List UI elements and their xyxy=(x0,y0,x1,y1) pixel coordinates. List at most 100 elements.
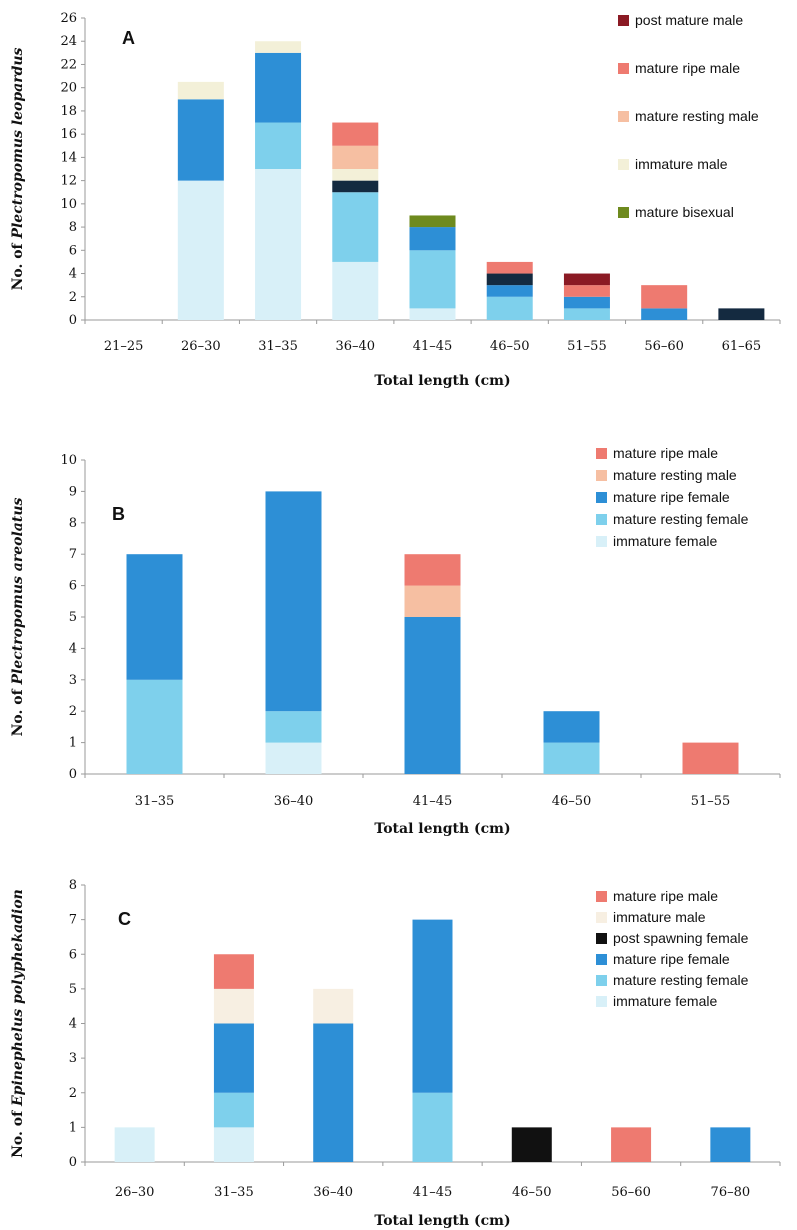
x-tick-label: 31–35 xyxy=(135,794,175,809)
legend-swatch xyxy=(618,15,629,26)
legend-swatch xyxy=(596,975,607,986)
y-tick-label: 2 xyxy=(69,1086,77,1101)
x-tick-label: 51–55 xyxy=(567,339,607,354)
legend-label: mature resting female xyxy=(613,511,749,527)
legend-swatch xyxy=(618,63,629,74)
bar-segment-mature-ripe-female xyxy=(177,99,224,181)
y-axis-label-species: Plectropomus areolatus xyxy=(10,497,26,685)
bar-segment-mature-ripe-female xyxy=(563,296,610,309)
bar-segment-immature-female xyxy=(114,1127,155,1162)
legend-swatch xyxy=(596,933,607,944)
bar-segment-mature-bisexual xyxy=(409,215,456,228)
y-tick-label: 26 xyxy=(60,11,77,26)
bar-segment-mature-ripe-female xyxy=(255,52,302,123)
x-tick-label: 51–55 xyxy=(691,794,731,809)
legend-label: mature ripe female xyxy=(613,489,730,505)
bar-segment-immature-male xyxy=(313,988,354,1024)
y-tick-label: 6 xyxy=(69,947,77,962)
legend-label: immature female xyxy=(613,533,717,549)
legend-swatch xyxy=(596,891,607,902)
y-tick-label: 3 xyxy=(69,673,77,688)
y-tick-label: 24 xyxy=(60,34,77,49)
y-axis-label: No. of Plectropomus areolatus xyxy=(10,497,26,736)
bar-segment-immature-male xyxy=(255,41,302,53)
x-tick-label: 56–60 xyxy=(611,1185,651,1200)
legend-swatch xyxy=(596,996,607,1007)
bar-segment-mature-resting-female xyxy=(563,308,610,320)
legend-swatch xyxy=(596,954,607,965)
bar-segment-mature-ripe-female xyxy=(313,1023,354,1162)
y-tick-label: 16 xyxy=(60,127,77,142)
bar-segment-mature-ripe-female xyxy=(641,308,688,320)
bar-segment-mature-ripe-female xyxy=(412,919,453,1093)
chart-panel-c: 0 1 2 3 4 5 6 7 8 26–30 31–35 36–40 41–45 46–50 56–60 7… xyxy=(10,878,781,1229)
bar-segment-post-spawning-female xyxy=(718,308,765,320)
bar-segment-mature-ripe-male xyxy=(213,954,254,989)
bar-segment-mature-ripe-male xyxy=(332,122,379,146)
bar-segment-mature-resting-male xyxy=(332,145,379,169)
x-tick-label: 41–45 xyxy=(413,1185,453,1200)
bar-segment-immature-female xyxy=(177,180,224,320)
bar-segment-post-spawning-female xyxy=(511,1127,552,1162)
legend-label: immature female xyxy=(613,993,717,1009)
x-tick-label: 31–35 xyxy=(258,339,298,354)
y-tick-label: 4 xyxy=(69,1017,77,1032)
x-tick-label: 36–40 xyxy=(335,339,375,354)
legend-swatch xyxy=(618,159,629,170)
bar-segment-mature-resting-female xyxy=(412,1092,453,1162)
y-tick-label: 4 xyxy=(69,267,77,282)
bar-segment-post-spawning-female xyxy=(486,273,533,286)
y-tick-label: 12 xyxy=(60,174,77,189)
legend-label: mature ripe male xyxy=(635,60,740,76)
x-tick-label: 46–50 xyxy=(490,339,530,354)
y-tick-label: 6 xyxy=(69,243,77,258)
y-tick-label: 0 xyxy=(69,1155,77,1170)
y-axis-label-species: Plectropomus leopardus xyxy=(10,47,26,239)
bar-segment-mature-resting-female xyxy=(265,711,322,743)
bar-segment-immature-female xyxy=(213,1127,254,1162)
bar-segment-post-mature-male xyxy=(563,273,610,286)
legend-label: mature resting male xyxy=(635,108,759,124)
bar-segment-immature-female xyxy=(255,169,302,320)
legend-swatch xyxy=(618,111,629,122)
bar-segment-mature-resting-female xyxy=(126,679,183,774)
panel-letter: C xyxy=(118,909,131,929)
y-tick-label: 14 xyxy=(60,150,77,165)
legend-swatch xyxy=(596,514,607,525)
y-tick-label: 5 xyxy=(69,610,77,625)
x-tick-label: 61–65 xyxy=(722,339,762,354)
x-axis-label: Total length (cm) xyxy=(374,821,510,837)
legend-swatch xyxy=(596,536,607,547)
y-tick-label: 2 xyxy=(69,704,77,719)
x-tick-label: 31–35 xyxy=(214,1185,254,1200)
y-tick-label: 20 xyxy=(60,81,77,96)
x-tick-label: 21–25 xyxy=(104,339,144,354)
bar-segment-immature-male xyxy=(177,81,224,100)
bar-segment-mature-ripe-female xyxy=(404,617,461,774)
y-tick-label: 3 xyxy=(69,1051,77,1066)
bar-segment-mature-ripe-female xyxy=(543,711,600,743)
y-axis-label-prefix: No. of xyxy=(10,685,26,737)
y-tick-label: 0 xyxy=(69,767,77,782)
x-tick-label: 41–45 xyxy=(413,339,453,354)
legend-label: mature ripe male xyxy=(613,445,718,461)
x-tick-label: 46–50 xyxy=(552,794,592,809)
chart-panel-b: 0 1 2 3 4 5 6 7 8 9 10 31–35 36–40 41–45 46–50 51–55 Tot… xyxy=(10,445,781,837)
bar-segment-mature-ripe-female xyxy=(409,227,456,251)
bar-segment-mature-resting-female xyxy=(255,122,302,169)
legend-label: immature male xyxy=(635,156,728,172)
x-tick-label: 46–50 xyxy=(512,1185,552,1200)
x-axis-label: Total length (cm) xyxy=(374,1213,510,1229)
bar-segment-mature-resting-female xyxy=(486,296,533,320)
y-axis-label-prefix: No. of xyxy=(10,1106,26,1158)
bar-segment-mature-ripe-male xyxy=(563,285,610,297)
x-tick-label: 36–40 xyxy=(313,1185,353,1200)
legend-swatch xyxy=(596,448,607,459)
legend-swatch xyxy=(596,470,607,481)
x-tick-label: 56–60 xyxy=(644,339,684,354)
bar-segment-mature-ripe-female xyxy=(710,1127,751,1162)
bar-segment-mature-ripe-male xyxy=(404,554,461,586)
bar-segment-mature-resting-female xyxy=(332,192,379,262)
legend-swatch xyxy=(618,207,629,218)
